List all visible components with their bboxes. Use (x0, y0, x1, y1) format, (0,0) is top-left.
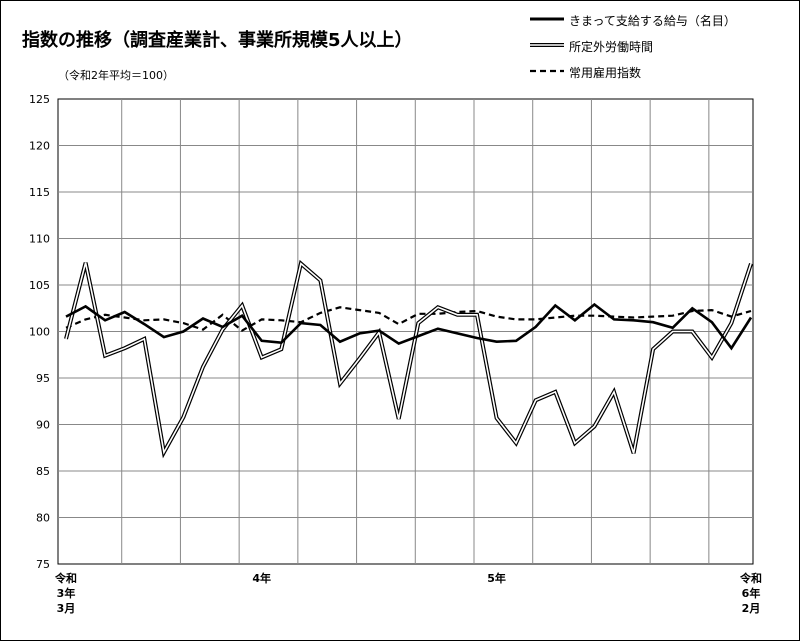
y-tick-label: 95 (36, 372, 50, 385)
y-tick-label: 125 (29, 93, 50, 106)
legend-label: きまって支給する給与（名目） (569, 14, 736, 28)
x-tick-label: 3月 (57, 602, 76, 615)
y-tick-label: 90 (36, 419, 50, 432)
x-tick-label: 2月 (742, 602, 761, 615)
x-tick-label: 4年 (252, 571, 271, 585)
y-tick-label: 105 (29, 279, 50, 292)
x-tick-label: 3年 (57, 586, 76, 600)
x-tick-label: 6年 (742, 586, 761, 600)
legend-swatch-double (530, 43, 564, 47)
y-tick-label: 75 (36, 558, 50, 571)
chart-title: 指数の推移（調査産業計、事業所規模5人以上） (22, 30, 413, 51)
y-tick-label: 80 (36, 512, 50, 525)
y-tick-label: 110 (29, 233, 50, 246)
y-tick-label: 120 (29, 140, 50, 153)
y-tick-label: 100 (29, 326, 50, 339)
x-tick-label: 5年 (487, 571, 506, 585)
legend-label: 所定外労働時間 (569, 40, 654, 54)
legend-swatch-solid (530, 17, 564, 21)
x-tick-label: 令和 (54, 571, 77, 585)
x-tick-label: 令和 (739, 571, 762, 585)
y-tick-label: 115 (29, 186, 50, 199)
legend-swatch-dashed (530, 69, 564, 73)
chart-subtitle: （令和2年平均＝100） (58, 69, 174, 82)
y-tick-label: 85 (36, 465, 50, 478)
legend-label: 常用雇用指数 (569, 66, 642, 80)
series-line-wages (65, 302, 753, 351)
series-line-overtime-inner (65, 262, 752, 455)
series-line-employment (65, 306, 752, 332)
